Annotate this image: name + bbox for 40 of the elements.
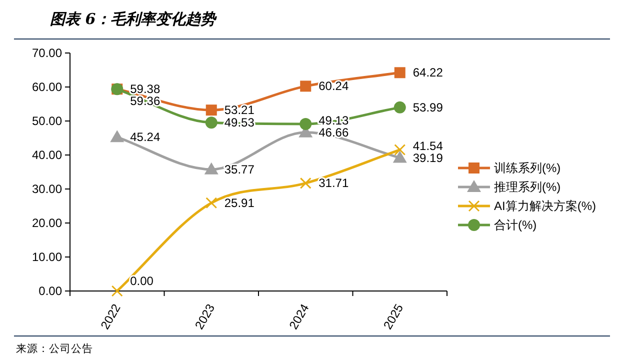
y-tick-label: 50.00	[32, 114, 62, 128]
y-tick-label: 20.00	[32, 216, 62, 230]
point	[110, 130, 124, 142]
data-label: 46.66	[318, 125, 349, 140]
data-label: 64.22	[412, 66, 444, 80]
y-tick-label: 40.00	[32, 148, 62, 162]
chart-title: 图表 6：毛利率变化趋势	[50, 10, 218, 28]
legend-label: AI算力解决方案(%)	[494, 199, 596, 213]
legend-label: 训练系列(%)	[494, 161, 561, 175]
data-label: 0.00	[130, 274, 154, 288]
point	[204, 162, 218, 174]
data-label: 35.77	[224, 162, 255, 176]
data-label: 45.24	[130, 130, 160, 144]
y-tick-label: 60.00	[32, 80, 62, 94]
y-tick-label: 70.00	[32, 46, 62, 60]
point	[394, 144, 406, 156]
point	[206, 104, 217, 116]
y-tick-label: 10.00	[32, 250, 62, 264]
data-label: 53.99	[412, 100, 444, 114]
point	[394, 67, 406, 78]
data-label: 60.24	[318, 79, 349, 94]
y-tick-label: 30.00	[32, 182, 62, 196]
data-label: 25.91	[224, 196, 255, 210]
point	[111, 285, 123, 297]
data-label: 41.54	[412, 138, 444, 153]
point	[300, 80, 312, 92]
point	[394, 101, 406, 114]
y-tick-label: 0.00	[38, 284, 62, 298]
point	[205, 116, 218, 129]
legend-label: 合计(%)	[494, 218, 537, 232]
data-label: 59.38	[130, 82, 160, 96]
data-label: 31.71	[318, 176, 349, 190]
point	[206, 197, 218, 209]
point	[300, 118, 312, 130]
data-label: 53.21	[224, 103, 255, 118]
data-label: 39.19	[412, 150, 444, 165]
legend-label: 推理系列(%)	[494, 180, 561, 194]
source-note: 来源：公司公告	[16, 342, 93, 355]
point	[392, 150, 407, 163]
point	[300, 177, 312, 189]
